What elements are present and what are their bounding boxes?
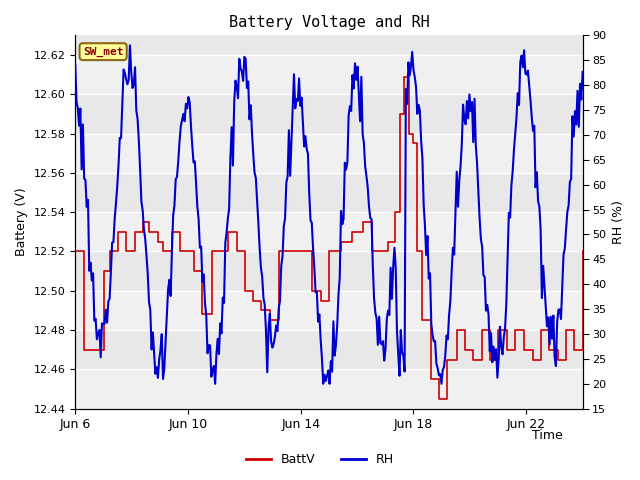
Y-axis label: Battery (V): Battery (V)	[15, 188, 28, 256]
Y-axis label: RH (%): RH (%)	[612, 200, 625, 244]
Legend: BattV, RH: BattV, RH	[241, 448, 399, 471]
Text: SW_met: SW_met	[83, 47, 124, 57]
Bar	[76, 370, 582, 408]
Title: Battery Voltage and RH: Battery Voltage and RH	[228, 15, 429, 30]
Bar	[76, 291, 582, 330]
Text: Time: Time	[532, 429, 563, 442]
Bar	[76, 212, 582, 252]
Bar	[76, 55, 582, 94]
Bar	[76, 133, 582, 173]
